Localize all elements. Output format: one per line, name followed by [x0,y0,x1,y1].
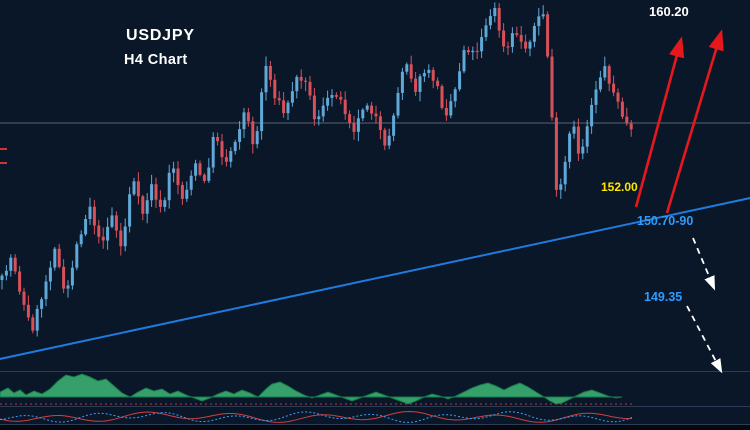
candles-layer [0,2,633,337]
upside-target-price-label: 160.20 [649,4,689,19]
support-price-label: 152.00 [601,180,638,194]
red-up-arrow-1 [634,36,685,208]
ascending-trendline [0,197,750,360]
stochastic-indicator [0,410,633,423]
chart-timeframe-title: H4 Chart [124,52,188,68]
downside-target-price-label: 149.35 [644,290,683,304]
red-up-arrow-2 [665,29,724,214]
annotation-arrows [634,29,724,374]
white-down-arrow-2 [686,305,723,374]
oscillator-indicator [0,373,632,405]
chart-symbol-title: USDJPY [126,27,195,44]
trendline-zone-price-label: 150.70-90 [637,214,694,228]
panel-separators [0,371,750,430]
left-edge-ticks [0,148,7,164]
white-down-arrow-1 [692,237,716,291]
